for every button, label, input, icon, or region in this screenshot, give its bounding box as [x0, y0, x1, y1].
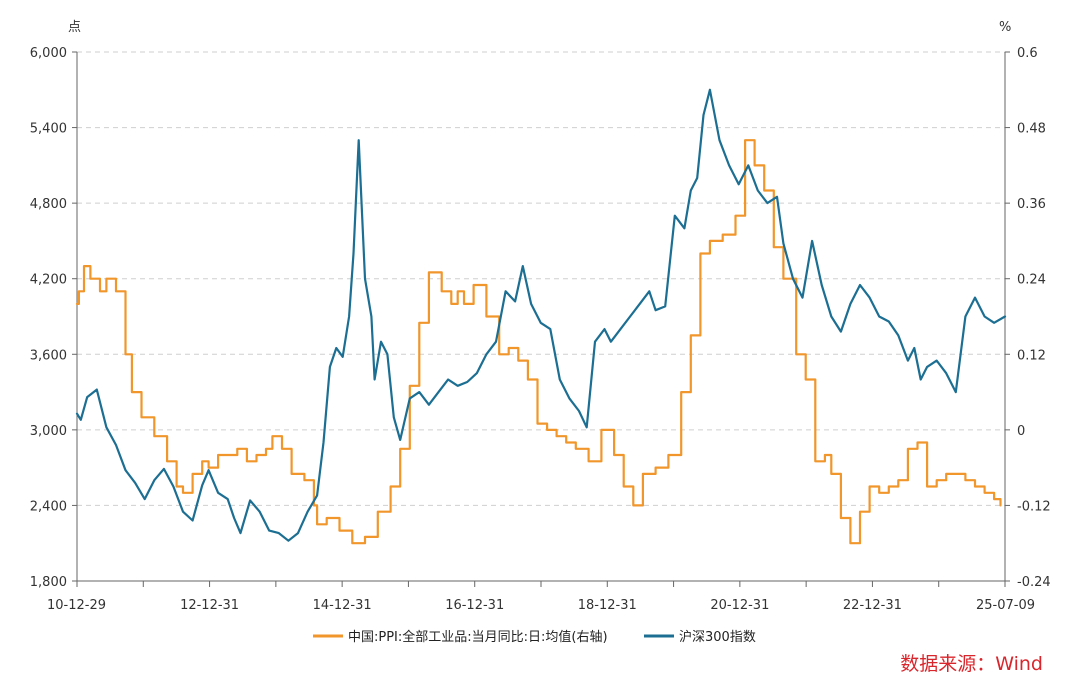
x-tick-marks [76, 581, 1006, 587]
legend-label-ppi: 中国:PPI:全部工业品:当月同比:日:均值(右轴) [348, 629, 608, 645]
right-tick-label: -0.24 [1017, 575, 1051, 590]
legend: 中国:PPI:全部工业品:当月同比:日:均值(右轴) 沪深300指数 [313, 629, 756, 645]
legend-label-csi300: 沪深300指数 [679, 629, 756, 645]
right-tick-labels: -0.24 -0.12 0 0.12 0.24 0.36 0.48 0.6 [1017, 46, 1051, 590]
right-tick-label: 0 [1017, 424, 1025, 439]
csi300-series-line [75, 88, 1007, 542]
left-tick-labels: 1,800 2,400 3,000 3,600 4,200 4,800 5,400 6,000 [30, 46, 67, 590]
right-tick-label: 0.48 [1017, 122, 1046, 137]
left-tick-label: 1,800 [30, 575, 67, 590]
right-tick-label: 0.6 [1017, 46, 1038, 61]
left-tick-label: 3,600 [30, 348, 67, 363]
x-tick-label: 18-12-31 [578, 598, 637, 613]
left-tick-label: 3,000 [30, 424, 67, 439]
right-tick-label: 0.24 [1017, 273, 1046, 288]
right-tick-label: 0.12 [1017, 348, 1046, 363]
x-tick-label: 12-12-31 [180, 598, 239, 613]
data-source: 数据来源：Wind [900, 653, 1043, 675]
left-tick-label: 4,800 [30, 197, 67, 212]
left-tick-label: 4,200 [30, 273, 67, 288]
x-tick-label: 20-12-31 [710, 598, 769, 613]
x-tick-label: 10-12-29 [47, 598, 106, 613]
x-tick-label: 14-12-31 [313, 598, 372, 613]
ppi-series-line [75, 139, 1002, 545]
x-tick-label: 22-12-31 [843, 598, 902, 613]
right-axis-unit: % [999, 20, 1011, 35]
x-tick-label: 16-12-31 [445, 598, 504, 613]
x-tick-label: 25-07-09 [976, 598, 1035, 613]
right-tick-label: -0.12 [1017, 499, 1051, 514]
left-tick-label: 5,400 [30, 122, 67, 137]
series-lines [75, 88, 1007, 545]
left-tick-label: 2,400 [30, 499, 67, 514]
x-tick-labels: 10-12-29 12-12-31 14-12-31 16-12-31 18-12-31… [47, 598, 1035, 613]
left-tick-label: 6,000 [30, 46, 67, 61]
right-tick-label: 0.36 [1017, 197, 1046, 212]
left-axis-unit: 点 [68, 20, 81, 35]
axes [76, 52, 1006, 582]
grid-lines [72, 51, 1010, 582]
